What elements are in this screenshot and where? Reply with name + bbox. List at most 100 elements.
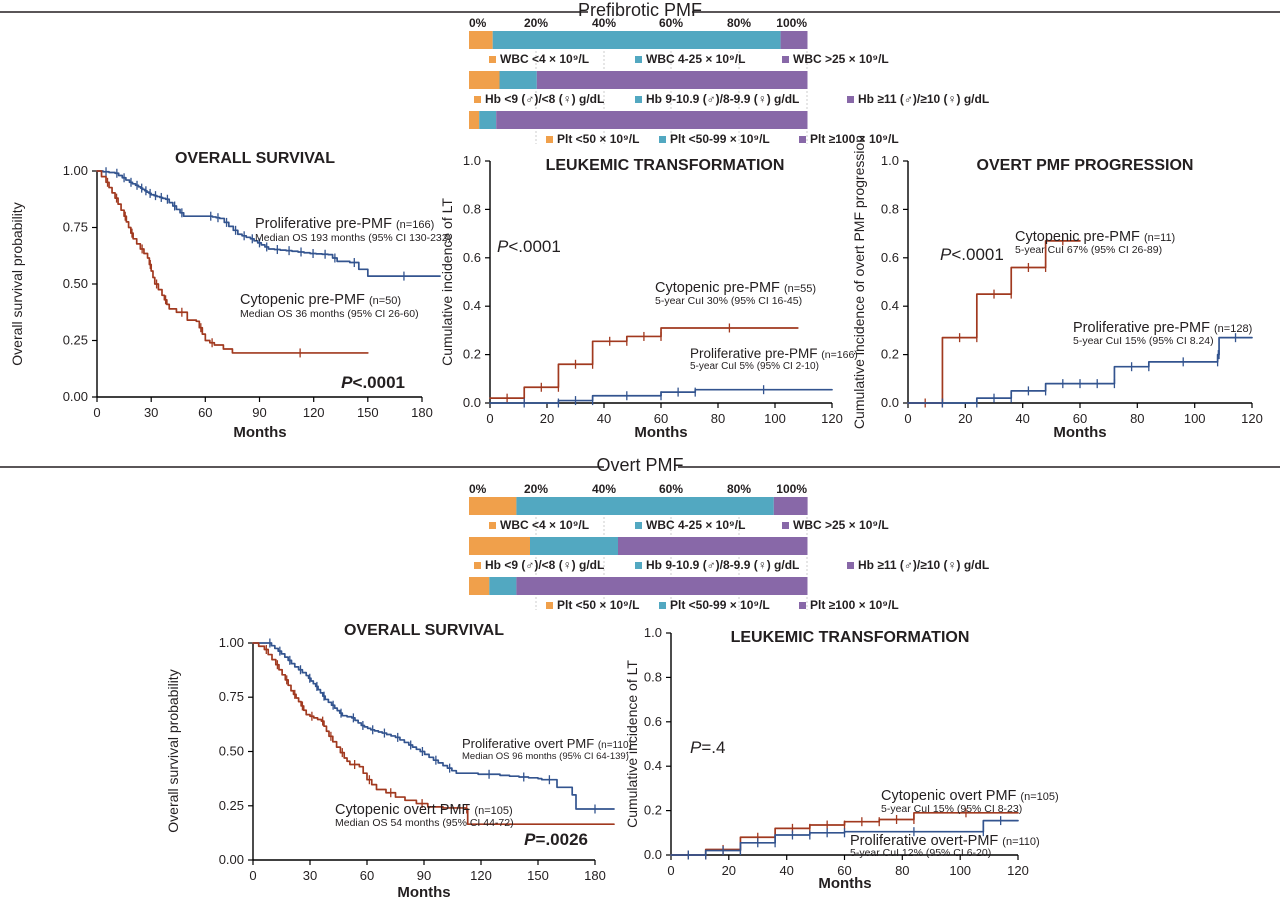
svg-text:80%: 80% bbox=[727, 482, 751, 496]
svg-text:0.75: 0.75 bbox=[63, 220, 88, 235]
svg-text:0.0: 0.0 bbox=[881, 395, 899, 410]
svg-text:0: 0 bbox=[249, 868, 256, 883]
svg-text:0.8: 0.8 bbox=[463, 201, 481, 216]
svg-text:P<.0001: P<.0001 bbox=[940, 245, 1004, 264]
svg-text:P=.0026: P=.0026 bbox=[524, 830, 588, 849]
svg-text:0.2: 0.2 bbox=[644, 803, 662, 818]
svg-text:0.75: 0.75 bbox=[219, 689, 244, 704]
svg-text:Cytopenic overt PMF (n=105): Cytopenic overt PMF (n=105) bbox=[881, 788, 1059, 804]
svg-text:Hb 9-10.9 (♂)/8-9.9 (♀) g/dL: Hb 9-10.9 (♂)/8-9.9 (♀) g/dL bbox=[646, 558, 799, 572]
svg-text:0.8: 0.8 bbox=[644, 669, 662, 684]
svg-text:100: 100 bbox=[764, 411, 786, 426]
svg-text:Proliferative overt PMF (n=110: Proliferative overt PMF (n=110) bbox=[462, 736, 632, 751]
svg-text:Hb <9 (♂)/<8 (♀) g/dL: Hb <9 (♂)/<8 (♀) g/dL bbox=[485, 92, 604, 106]
svg-text:20%: 20% bbox=[524, 482, 548, 496]
svg-text:0.4: 0.4 bbox=[463, 298, 481, 313]
svg-text:20: 20 bbox=[540, 411, 554, 426]
svg-text:0.00: 0.00 bbox=[63, 389, 88, 404]
svg-text:80: 80 bbox=[711, 411, 725, 426]
svg-text:WBC >25 × 10⁹/L: WBC >25 × 10⁹/L bbox=[793, 52, 889, 66]
svg-text:Proliferative pre-PMF (n=166): Proliferative pre-PMF (n=166) bbox=[255, 216, 434, 232]
svg-text:20: 20 bbox=[958, 411, 972, 426]
svg-text:90: 90 bbox=[417, 868, 431, 883]
svg-text:180: 180 bbox=[411, 405, 433, 420]
svg-text:0: 0 bbox=[667, 863, 674, 878]
svg-text:100: 100 bbox=[1184, 411, 1206, 426]
svg-text:40: 40 bbox=[597, 411, 611, 426]
svg-text:5-year CuI 15% (95% CI 8-23): 5-year CuI 15% (95% CI 8-23) bbox=[881, 803, 1022, 815]
svg-text:Overall survival probability: Overall survival probability bbox=[9, 202, 25, 365]
svg-text:60: 60 bbox=[360, 868, 374, 883]
svg-text:Cytopenic overt PMF (n=105): Cytopenic overt PMF (n=105) bbox=[335, 802, 513, 818]
svg-text:80%: 80% bbox=[727, 16, 751, 30]
svg-text:0.8: 0.8 bbox=[881, 201, 899, 216]
svg-text:90: 90 bbox=[252, 405, 266, 420]
svg-text:Median OS 193 months (95% CI 1: Median OS 193 months (95% CI 130-232) bbox=[255, 232, 451, 244]
svg-text:P<.0001: P<.0001 bbox=[341, 373, 405, 392]
svg-text:0.2: 0.2 bbox=[881, 347, 899, 362]
svg-text:Hb 9-10.9 (♂)/8-9.9 (♀) g/dL: Hb 9-10.9 (♂)/8-9.9 (♀) g/dL bbox=[646, 92, 799, 106]
svg-text:Months: Months bbox=[397, 884, 450, 901]
svg-text:0: 0 bbox=[93, 405, 100, 420]
svg-text:0.0: 0.0 bbox=[644, 847, 662, 862]
svg-text:Proliferative pre-PMF (n=166): Proliferative pre-PMF (n=166) bbox=[690, 346, 858, 361]
svg-text:OVERALL SURVIVAL: OVERALL SURVIVAL bbox=[344, 622, 504, 639]
svg-text:100%: 100% bbox=[776, 482, 807, 496]
svg-text:5-year CuI 30% (95% CI 16-45): 5-year CuI 30% (95% CI 16-45) bbox=[655, 295, 802, 307]
svg-text:100: 100 bbox=[949, 863, 971, 878]
svg-text:WBC <4 × 10⁹/L: WBC <4 × 10⁹/L bbox=[500, 52, 589, 66]
svg-text:Hb ≥11 (♂)/≥10 (♀) g/dL: Hb ≥11 (♂)/≥10 (♀) g/dL bbox=[858, 92, 989, 106]
svg-text:0.50: 0.50 bbox=[63, 276, 88, 291]
svg-text:P<.0001: P<.0001 bbox=[497, 237, 561, 256]
svg-text:40: 40 bbox=[779, 863, 793, 878]
svg-text:120: 120 bbox=[1007, 863, 1029, 878]
svg-text:0%: 0% bbox=[469, 16, 487, 30]
svg-text:Cytopenic pre-PMF (n=11): Cytopenic pre-PMF (n=11) bbox=[1015, 229, 1175, 245]
svg-text:180: 180 bbox=[584, 868, 606, 883]
svg-text:5-year CuI 12% (95% CI 6-20): 5-year CuI 12% (95% CI 6-20) bbox=[850, 847, 991, 859]
svg-text:20%: 20% bbox=[524, 16, 548, 30]
svg-text:1.0: 1.0 bbox=[881, 153, 899, 168]
svg-text:0.50: 0.50 bbox=[219, 744, 244, 759]
svg-text:WBC <4 × 10⁹/L: WBC <4 × 10⁹/L bbox=[500, 518, 589, 532]
svg-text:Median OS 54 months (95% CI 44: Median OS 54 months (95% CI 44-72) bbox=[335, 817, 514, 829]
svg-text:WBC >25 × 10⁹/L: WBC >25 × 10⁹/L bbox=[793, 518, 889, 532]
svg-text:150: 150 bbox=[357, 405, 379, 420]
svg-text:5-year CuI 15% (95% CI 8.24): 5-year CuI 15% (95% CI 8.24) bbox=[1073, 335, 1214, 347]
svg-text:Plt <50-99 × 10⁹/L: Plt <50-99 × 10⁹/L bbox=[670, 132, 770, 146]
svg-text:Plt ≥100 × 10⁹/L: Plt ≥100 × 10⁹/L bbox=[810, 598, 899, 612]
svg-text:80: 80 bbox=[895, 863, 909, 878]
svg-text:Months: Months bbox=[634, 424, 687, 441]
svg-text:OVERALL SURVIVAL: OVERALL SURVIVAL bbox=[175, 150, 335, 167]
svg-text:120: 120 bbox=[303, 405, 325, 420]
svg-text:Overall survival probability: Overall survival probability bbox=[165, 669, 181, 832]
svg-text:Hb ≥11 (♂)/≥10 (♀) g/dL: Hb ≥11 (♂)/≥10 (♀) g/dL bbox=[858, 558, 989, 572]
svg-text:40: 40 bbox=[1015, 411, 1029, 426]
svg-text:Cumulative incidence of LT: Cumulative incidence of LT bbox=[439, 198, 455, 366]
svg-text:1.0: 1.0 bbox=[463, 153, 481, 168]
svg-text:Cytopenic pre-PMF (n=55): Cytopenic pre-PMF (n=55) bbox=[655, 280, 816, 296]
svg-text:20: 20 bbox=[722, 863, 736, 878]
svg-text:120: 120 bbox=[1241, 411, 1263, 426]
svg-text:Median OS 36 months (95% CI 26: Median OS 36 months (95% CI 26-60) bbox=[240, 308, 419, 320]
svg-text:LEUKEMIC TRANSFORMATION: LEUKEMIC TRANSFORMATION bbox=[731, 629, 970, 646]
svg-text:0.6: 0.6 bbox=[644, 714, 662, 729]
svg-text:Median OS 96 months (95% CI 64: Median OS 96 months (95% CI 64-139) bbox=[462, 751, 629, 762]
svg-text:1.00: 1.00 bbox=[63, 163, 88, 178]
svg-text:0.4: 0.4 bbox=[881, 298, 899, 313]
svg-text:0.00: 0.00 bbox=[219, 852, 244, 867]
svg-text:Plt <50 × 10⁹/L: Plt <50 × 10⁹/L bbox=[557, 598, 639, 612]
svg-text:80: 80 bbox=[1130, 411, 1144, 426]
svg-text:40%: 40% bbox=[592, 482, 616, 496]
svg-text:Plt <50-99 × 10⁹/L: Plt <50-99 × 10⁹/L bbox=[670, 598, 770, 612]
svg-text:0%: 0% bbox=[469, 482, 487, 496]
svg-text:0.6: 0.6 bbox=[463, 250, 481, 265]
svg-text:OVERT PMF PROGRESSION: OVERT PMF PROGRESSION bbox=[977, 157, 1194, 174]
svg-text:100%: 100% bbox=[776, 16, 807, 30]
svg-text:60: 60 bbox=[198, 405, 212, 420]
svg-text:0.25: 0.25 bbox=[63, 333, 88, 348]
svg-text:Plt <50 × 10⁹/L: Plt <50 × 10⁹/L bbox=[557, 132, 639, 146]
svg-text:0.6: 0.6 bbox=[881, 250, 899, 265]
svg-text:Months: Months bbox=[233, 424, 286, 441]
svg-text:Cumulative incidence of overt: Cumulative incidence of overt PMF progre… bbox=[851, 135, 867, 429]
